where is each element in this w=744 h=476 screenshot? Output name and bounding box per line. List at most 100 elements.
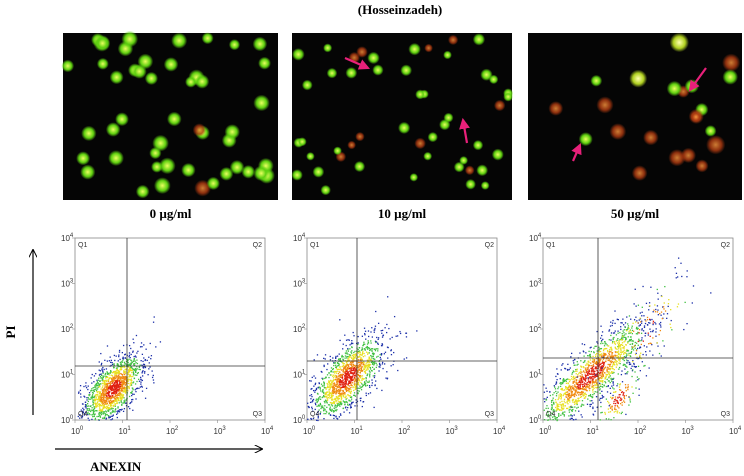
event	[621, 322, 623, 324]
event	[604, 411, 606, 414]
event	[122, 402, 124, 404]
event	[594, 374, 596, 376]
event	[111, 378, 114, 380]
event	[98, 403, 100, 405]
event	[155, 346, 157, 348]
event	[98, 409, 100, 412]
event	[594, 410, 596, 412]
event	[361, 359, 363, 361]
event	[130, 392, 133, 394]
event	[139, 368, 141, 371]
event	[388, 327, 390, 330]
event	[128, 367, 131, 369]
tick-base: 10	[293, 416, 302, 425]
event	[608, 363, 611, 366]
event	[635, 333, 638, 335]
event	[133, 342, 135, 344]
event	[616, 351, 619, 353]
event	[86, 397, 88, 399]
event	[570, 389, 572, 391]
event	[609, 365, 611, 367]
event	[132, 360, 135, 363]
event	[365, 377, 367, 379]
cell	[252, 36, 268, 52]
event	[129, 383, 131, 385]
event	[390, 365, 392, 367]
event	[598, 348, 601, 350]
event	[332, 371, 334, 373]
event	[546, 390, 548, 392]
event	[616, 360, 618, 363]
event	[355, 378, 358, 380]
event	[334, 375, 336, 378]
event	[103, 401, 105, 404]
event	[597, 365, 600, 367]
event	[341, 365, 343, 368]
event	[96, 384, 99, 387]
event	[612, 361, 614, 363]
event	[364, 370, 367, 372]
event	[105, 379, 107, 381]
event	[543, 409, 545, 411]
event	[366, 384, 368, 387]
event	[563, 380, 566, 382]
event	[627, 350, 630, 352]
event	[109, 409, 111, 411]
event	[573, 389, 575, 391]
cell	[629, 69, 648, 88]
event	[311, 406, 313, 408]
event	[335, 400, 337, 402]
event	[97, 379, 100, 381]
event	[80, 409, 82, 411]
event	[319, 398, 322, 400]
event	[373, 368, 375, 371]
event	[628, 363, 631, 366]
event	[563, 393, 565, 395]
event	[109, 404, 111, 406]
event	[345, 366, 347, 368]
event	[610, 377, 612, 380]
event	[345, 379, 347, 381]
event	[348, 412, 351, 414]
event	[346, 387, 349, 389]
event	[106, 413, 108, 416]
event	[107, 393, 110, 395]
event	[567, 393, 569, 395]
tick-base: 10	[529, 280, 538, 289]
event	[346, 366, 349, 369]
event	[339, 392, 341, 395]
event	[79, 385, 82, 387]
event	[112, 397, 114, 399]
event	[95, 372, 97, 375]
event	[615, 410, 617, 413]
event	[346, 363, 349, 366]
event	[331, 382, 333, 384]
event	[629, 343, 631, 346]
event	[643, 315, 645, 317]
event	[561, 388, 563, 391]
event	[570, 405, 572, 407]
event	[337, 399, 339, 401]
event	[350, 396, 352, 398]
event	[580, 395, 583, 398]
event	[339, 366, 341, 368]
event	[353, 381, 356, 383]
event	[584, 359, 586, 362]
event	[119, 363, 122, 365]
x-tick-label: 101	[351, 426, 364, 436]
event	[140, 342, 143, 344]
event	[609, 368, 611, 371]
event	[358, 384, 360, 386]
event	[121, 383, 123, 385]
event	[345, 350, 348, 352]
event	[559, 409, 561, 411]
event	[614, 396, 617, 398]
event	[364, 365, 366, 368]
event	[350, 372, 352, 374]
event	[322, 409, 325, 411]
cell	[253, 165, 269, 182]
event	[595, 375, 598, 378]
event	[667, 305, 669, 308]
event	[86, 413, 89, 415]
event	[98, 413, 100, 415]
